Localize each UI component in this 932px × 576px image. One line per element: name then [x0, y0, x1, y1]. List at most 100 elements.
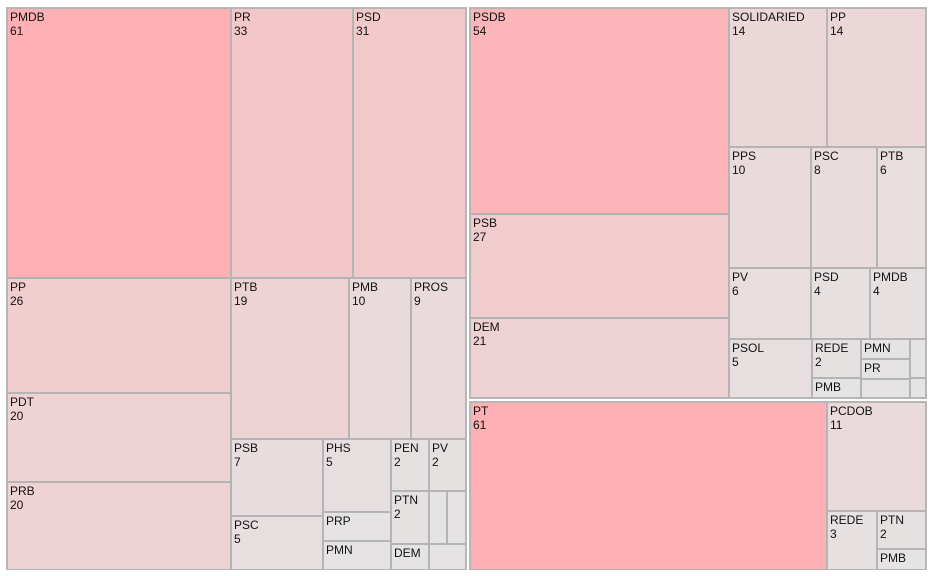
treemap-cell-psc[interactable]: PSC 5 — [231, 516, 323, 570]
cell-value: 2 — [815, 355, 822, 369]
treemap-cell-psd[interactable]: PSD 31 — [353, 8, 466, 278]
cell-value: 61 — [473, 418, 487, 432]
treemap-cell-pps[interactable]: PPS 10 — [729, 147, 811, 268]
treemap-cell-phs[interactable]: PHS 5 — [323, 439, 391, 512]
cell-value: 4 — [814, 284, 821, 298]
cell-value: 27 — [473, 230, 487, 244]
treemap-cell[interactable] — [910, 378, 926, 398]
cell-value: 5 — [732, 355, 739, 369]
treemap-cell-pv[interactable]: PV 2 — [429, 439, 466, 491]
cell-label: PR 33 — [234, 10, 251, 38]
treemap-cell-psb[interactable]: PSB 27 — [470, 214, 729, 318]
cell-label: PTN 2 — [394, 493, 418, 521]
cell-value: 5 — [234, 532, 241, 546]
cell-name: PTB — [880, 149, 904, 163]
treemap-cell-psd[interactable]: PSD 4 — [811, 268, 870, 339]
treemap-cell-ptb[interactable]: PTB 6 — [877, 147, 926, 268]
treemap-cell-psol[interactable]: PSOL 5 — [729, 339, 812, 398]
cell-value: 7 — [234, 455, 241, 469]
cell-label: PSB 27 — [473, 216, 497, 244]
cell-value: 10 — [352, 294, 366, 308]
cell-value: 33 — [234, 24, 248, 38]
cell-name: PMN — [326, 543, 353, 557]
cell-label: PTB 19 — [234, 280, 257, 308]
cell-label: REDE 2 — [815, 341, 848, 369]
cell-name: SOLIDARIED — [732, 10, 805, 24]
treemap-cell[interactable] — [910, 339, 926, 378]
cell-value: 31 — [356, 24, 370, 38]
cell-label: PHS 5 — [326, 441, 351, 469]
treemap-cell-pmdb[interactable]: PMDB 61 — [7, 8, 231, 278]
cell-name: PRB — [10, 484, 35, 498]
cell-label: PROS 9 — [414, 280, 448, 308]
cell-label: PSDB 54 — [473, 10, 506, 38]
treemap-group-2 — [469, 7, 927, 399]
treemap-cell-rede[interactable]: REDE 3 — [827, 511, 877, 570]
treemap-cell-ptn[interactable]: PTN 2 — [391, 491, 429, 544]
cell-name: PR — [864, 361, 881, 375]
treemap-cell-pr[interactable]: PR — [861, 359, 910, 379]
treemap-cell-pmn[interactable]: PMN — [861, 339, 910, 359]
cell-name: PMB — [815, 380, 842, 394]
cell-label: PMN — [864, 341, 891, 355]
cell-label: PSB 7 — [234, 441, 258, 469]
treemap-cell-prp[interactable]: PRP — [323, 512, 391, 541]
cell-label: PRB 20 — [10, 484, 35, 512]
cell-label: PSD 4 — [814, 270, 839, 298]
cell-label: PMB — [815, 380, 841, 394]
treemap-cell-prb[interactable]: PRB 20 — [7, 482, 231, 570]
cell-label: PDT 20 — [10, 395, 34, 423]
treemap-cell-pcdob[interactable]: PCDOB 11 — [827, 402, 926, 511]
cell-label: PPS 10 — [732, 149, 756, 177]
treemap-cell-psb[interactable]: PSB 7 — [231, 439, 323, 516]
cell-value: 6 — [880, 163, 887, 177]
cell-name: PMB — [880, 551, 907, 565]
cell-name: PTB — [234, 280, 258, 294]
treemap-cell[interactable] — [861, 379, 910, 398]
cell-label: PRP — [326, 514, 351, 528]
cell-name: PSC — [234, 518, 259, 532]
treemap-cell-pp[interactable]: PP 26 — [7, 278, 231, 393]
treemap-cell-pmdb[interactable]: PMDB 4 — [870, 268, 926, 339]
cell-label: PTB 6 — [880, 149, 903, 177]
treemap-cell-pp[interactable]: PP 14 — [827, 8, 926, 147]
treemap-cell-ptb[interactable]: PTB 19 — [231, 278, 349, 439]
treemap-cell-psdb[interactable]: PSDB 54 — [470, 8, 729, 214]
treemap-cell-rede[interactable]: REDE 2 — [812, 339, 861, 378]
treemap-cell[interactable] — [429, 491, 447, 544]
cell-name: PMDB — [10, 10, 45, 24]
treemap-cell-pdt[interactable]: PDT 20 — [7, 393, 231, 482]
treemap-cell-solidaried[interactable]: SOLIDARIED 14 — [729, 8, 827, 147]
treemap-cell-pt[interactable]: PT 61 — [470, 402, 827, 570]
cell-name: PSD — [356, 10, 381, 24]
treemap-cell-dem[interactable]: DEM 21 — [470, 318, 729, 398]
cell-name: PRP — [326, 514, 351, 528]
cell-label: PMB — [880, 551, 906, 565]
treemap-cell[interactable] — [429, 544, 466, 570]
treemap-cell-ptn[interactable]: PTN 2 — [877, 511, 926, 549]
treemap-cell[interactable] — [447, 491, 466, 544]
cell-label: PSOL 5 — [732, 341, 764, 369]
treemap-cell-pros[interactable]: PROS 9 — [411, 278, 466, 439]
treemap-cell-pr[interactable]: PR 33 — [231, 8, 353, 278]
cell-name: PP — [10, 280, 27, 294]
cell-label: DEM 21 — [473, 320, 500, 348]
treemap-cell-pmb[interactable]: PMB — [877, 549, 926, 570]
cell-name: PV — [732, 270, 749, 284]
cell-value: 10 — [732, 163, 746, 177]
treemap-cell-pmb[interactable]: PMB — [812, 378, 861, 398]
treemap-cell-dem[interactable]: DEM — [391, 544, 429, 570]
treemap-cell-pv[interactable]: PV 6 — [729, 268, 811, 339]
cell-label: PSD 31 — [356, 10, 381, 38]
cell-name: REDE — [830, 513, 864, 527]
cell-value: 14 — [732, 24, 746, 38]
cell-label: PMN — [326, 543, 353, 557]
treemap-cell-pmn[interactable]: PMN — [323, 541, 391, 570]
cell-value: 14 — [830, 24, 844, 38]
treemap-cell-pen[interactable]: PEN 2 — [391, 439, 429, 491]
cell-value: 2 — [432, 455, 439, 469]
treemap-cell-psc[interactable]: PSC 8 — [811, 147, 877, 268]
cell-value: 20 — [10, 498, 24, 512]
treemap-cell-pmb[interactable]: PMB 10 — [349, 278, 411, 439]
